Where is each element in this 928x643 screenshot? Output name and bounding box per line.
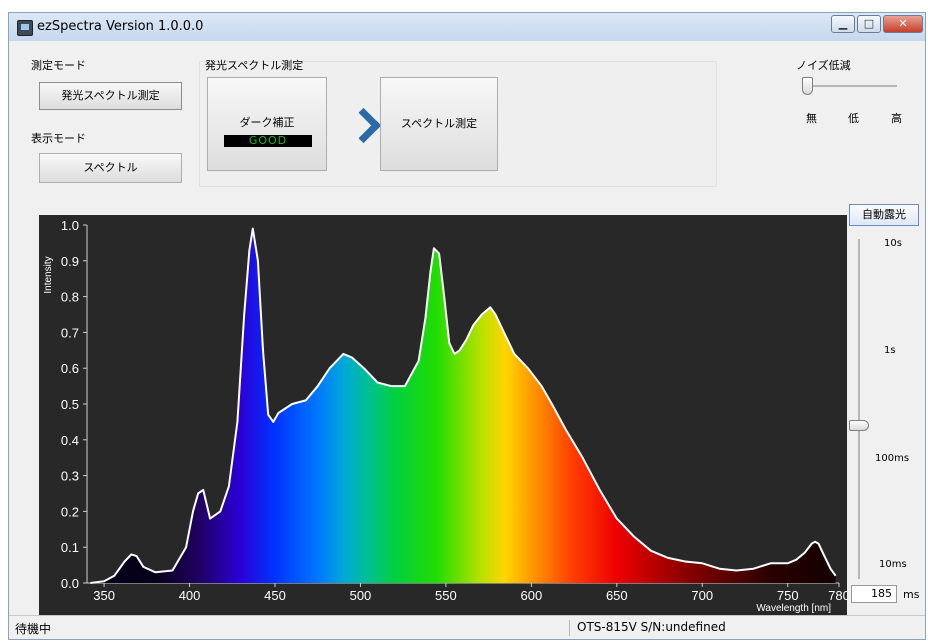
spectrum-line bbox=[90, 227, 837, 584]
y-tick-label: 0.5 bbox=[61, 397, 79, 412]
noise-level-low: 低 bbox=[848, 112, 859, 125]
status-separator bbox=[569, 620, 570, 636]
noise-reduction-label: ノイズ低減 bbox=[796, 59, 851, 72]
y-tick-label: 1.0 bbox=[61, 218, 79, 233]
close-button[interactable]: ✕ bbox=[883, 15, 923, 33]
y-tick-label: 0.4 bbox=[61, 433, 79, 448]
x-tick-label: 550 bbox=[435, 588, 457, 603]
exposure-time-field[interactable]: 185 bbox=[851, 585, 897, 603]
display-mode-button[interactable]: スペクトル bbox=[39, 153, 182, 183]
x-tick-label: 400 bbox=[179, 588, 201, 603]
minimize-button[interactable]: ▁ bbox=[831, 15, 855, 33]
app-icon bbox=[17, 20, 33, 36]
measure-mode-button[interactable]: 発光スペクトル測定 bbox=[39, 82, 182, 110]
measure-mode-label: 測定モード bbox=[31, 59, 86, 72]
x-tick-label: 350 bbox=[93, 588, 115, 603]
noise-slider-track bbox=[807, 85, 897, 87]
exposure-tick-100ms: 100ms bbox=[875, 453, 910, 464]
exposure-slider-track bbox=[858, 239, 860, 579]
spectrum-chart-svg: 0.0 0.1 0.2 0.3 0.4 0.5 0.6 0.7 0.8 0.9 1.0 350 400 4… bbox=[43, 218, 850, 614]
x-tick-label: 600 bbox=[521, 588, 543, 603]
y-tick-label: 0.9 bbox=[61, 254, 79, 269]
exposure-tick-10ms: 10ms bbox=[879, 559, 907, 570]
window-title: ezSpectra Version 1.0.0.0 bbox=[37, 19, 204, 34]
y-tick-label: 0.7 bbox=[61, 325, 79, 340]
auto-exposure-button[interactable]: 自動露光 bbox=[849, 204, 919, 226]
x-tick-label: 700 bbox=[691, 588, 713, 603]
y-tick-label: 0.2 bbox=[61, 504, 79, 519]
noise-level-none: 無 bbox=[806, 112, 817, 125]
y-tick-label: 0.3 bbox=[61, 469, 79, 484]
x-tick-label: 450 bbox=[264, 588, 286, 603]
x-tick-label: 750 bbox=[777, 588, 799, 603]
x-axis-label: Wavelength [nm] bbox=[756, 603, 831, 614]
noise-level-high: 高 bbox=[891, 112, 902, 125]
y-tick-label: 0.1 bbox=[61, 540, 79, 555]
device-info: OTS-815V S/N:undefined bbox=[577, 620, 726, 634]
y-tick-label: 0.6 bbox=[61, 361, 79, 376]
dark-status-indicator: GOOD bbox=[224, 135, 312, 147]
exposure-tick-10s: 10s bbox=[884, 238, 902, 249]
maximize-button[interactable]: □ bbox=[857, 15, 881, 33]
x-tick-label: 500 bbox=[350, 588, 372, 603]
exposure-tick-1s: 1s bbox=[884, 345, 896, 356]
spectrum-area bbox=[90, 228, 836, 583]
x-tick-label: 780 bbox=[828, 588, 847, 603]
status-bar: 待機中 OTS-815V S/N:undefined bbox=[9, 615, 925, 639]
dark-correction-label: ダーク補正 bbox=[239, 116, 295, 129]
noise-slider-thumb[interactable] bbox=[802, 77, 813, 95]
dark-correction-button[interactable]: ダーク補正 GOOD bbox=[207, 77, 327, 171]
y-axis-label: Intensity bbox=[43, 256, 54, 293]
exposure-unit: ms bbox=[903, 588, 920, 601]
display-mode-label: 表示モード bbox=[31, 132, 86, 145]
x-tick-label: 650 bbox=[606, 588, 628, 603]
exposure-slider-thumb[interactable] bbox=[849, 420, 869, 431]
y-tick-label: 0.0 bbox=[61, 576, 79, 591]
spectrum-chart: 0.0 0.1 0.2 0.3 0.4 0.5 0.6 0.7 0.8 0.9 1.0 350 400 4… bbox=[39, 215, 850, 618]
title-bar: ezSpectra Version 1.0.0.0 ▁ □ ✕ bbox=[9, 13, 925, 41]
emission-group-label: 発光スペクトル測定 bbox=[205, 59, 304, 72]
y-tick-label: 0.8 bbox=[61, 290, 79, 305]
status-text: 待機中 bbox=[15, 622, 52, 636]
spectrum-measure-button[interactable]: スペクトル測定 bbox=[380, 77, 498, 171]
app-window: ezSpectra Version 1.0.0.0 ▁ □ ✕ 測定モード 発光… bbox=[8, 12, 926, 640]
